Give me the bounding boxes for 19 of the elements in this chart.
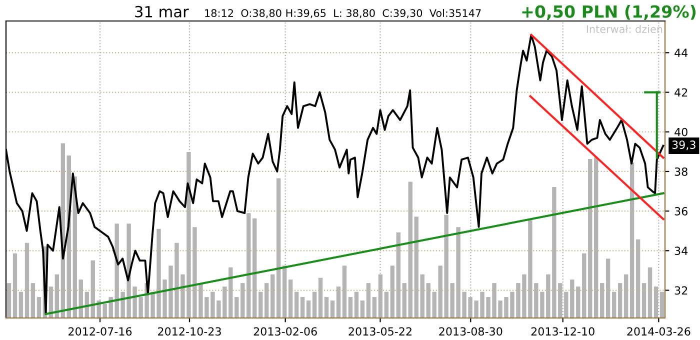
text: +0,50 PLN (1,29%) — [522, 4, 696, 20]
y-tick-label: 38 — [674, 167, 688, 176]
y-tick-label: 32 — [674, 286, 688, 295]
chart-title: 31 mar — [135, 6, 189, 18]
x-tick-label: 2013-12-10 — [531, 327, 594, 336]
y-tick-label: 40 — [674, 128, 688, 136]
y-tick-label: 36 — [674, 207, 688, 216]
x-tick-label: 2012-07-16 — [68, 327, 132, 336]
y-tick-label: 44 — [674, 48, 688, 57]
annotation: Interwał: dzien — [586, 24, 662, 34]
y-tick-label: 42 — [674, 88, 688, 96]
x-tick-label: 2014-03-26 — [627, 327, 690, 336]
x-tick-label: 2013-08-30 — [439, 327, 502, 336]
annotation: 39,3 — [672, 140, 696, 150]
x-tick-label: 2013-05-22 — [348, 327, 412, 336]
x-tick-label: 2012-10-23 — [158, 327, 221, 336]
x-tick-label: 2013-02-06 — [254, 327, 317, 336]
chart-subtitle: 18:12 O:38,80 H:39,65 L: 38,80 C:39,30 Vol:35147 — [205, 8, 481, 18]
y-tick-label: 34 — [674, 246, 688, 256]
